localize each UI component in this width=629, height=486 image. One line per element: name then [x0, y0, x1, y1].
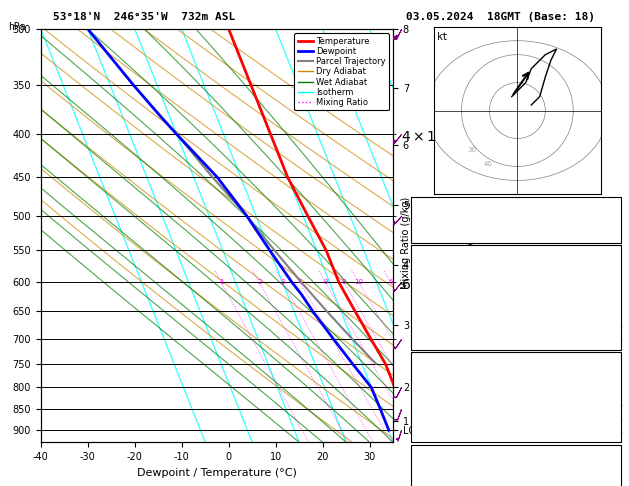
Text: 0: 0 [617, 415, 623, 425]
Text: 54: 54 [611, 478, 623, 486]
Text: 1: 1 [219, 279, 223, 285]
Text: kt: kt [437, 32, 448, 42]
Legend: Temperature, Dewpoint, Parcel Trajectory, Dry Adiabat, Wet Adiabat, Isotherm, Mi: Temperature, Dewpoint, Parcel Trajectory… [294, 34, 389, 110]
Text: 1.4: 1.4 [605, 264, 623, 274]
Text: 03.05.2024  18GMT (Base: 18): 03.05.2024 18GMT (Base: 18) [406, 12, 594, 22]
Text: CIN (J): CIN (J) [415, 337, 456, 347]
Text: 10: 10 [611, 308, 623, 318]
Text: θₑ(K): θₑ(K) [415, 293, 445, 303]
X-axis label: Dewpoint / Temperature (°C): Dewpoint / Temperature (°C) [137, 468, 297, 478]
Text: 53°18'N  246°35'W  732m ASL: 53°18'N 246°35'W 732m ASL [53, 12, 236, 22]
Text: EH: EH [415, 463, 427, 473]
Text: © weatheronline.co.uk: © weatheronline.co.uk [457, 469, 581, 479]
Text: 40: 40 [484, 161, 493, 168]
Text: 6: 6 [389, 279, 393, 285]
Text: Lifted Index: Lifted Index [415, 400, 486, 410]
Text: 16: 16 [611, 201, 623, 211]
Text: K: K [415, 201, 421, 211]
Text: Dewp (°C): Dewp (°C) [415, 278, 468, 289]
Text: 0.8: 0.8 [605, 230, 623, 240]
Text: 6: 6 [617, 400, 623, 410]
Text: Temp (°C): Temp (°C) [415, 264, 468, 274]
Text: SREH: SREH [415, 478, 438, 486]
Text: 51: 51 [611, 463, 623, 473]
Text: 0: 0 [617, 337, 623, 347]
Text: CAPE (J): CAPE (J) [415, 322, 462, 332]
Text: 9: 9 [323, 279, 328, 285]
Text: 30: 30 [467, 147, 476, 154]
Text: Totals Totals: Totals Totals [415, 215, 491, 226]
Text: 10: 10 [354, 279, 363, 285]
Text: 8: 8 [342, 279, 346, 285]
Text: Most Unstable: Most Unstable [481, 356, 557, 366]
Text: 0: 0 [617, 322, 623, 332]
Text: 0: 0 [617, 429, 623, 439]
Text: 3: 3 [281, 279, 285, 285]
Text: θₑ (K): θₑ (K) [415, 385, 450, 396]
Text: Pressure (mb): Pressure (mb) [415, 371, 491, 381]
Text: 2: 2 [257, 279, 262, 285]
Text: PW (cm): PW (cm) [415, 230, 456, 240]
Text: Lifted Index: Lifted Index [415, 308, 486, 318]
Text: hPa: hPa [8, 22, 26, 32]
Text: 4: 4 [298, 279, 302, 285]
Text: 650: 650 [605, 371, 623, 381]
Text: Mixing Ratio (g/kg): Mixing Ratio (g/kg) [401, 197, 411, 289]
Y-axis label: km
ASL: km ASL [454, 226, 476, 245]
Text: CAPE (J): CAPE (J) [415, 415, 462, 425]
Text: 291: 291 [605, 293, 623, 303]
Text: Hodograph: Hodograph [493, 449, 546, 459]
Text: CIN (J): CIN (J) [415, 429, 456, 439]
Text: 0.1: 0.1 [605, 278, 623, 289]
Text: 47: 47 [611, 215, 623, 226]
Text: 297: 297 [605, 385, 623, 396]
Text: Surface: Surface [499, 249, 540, 260]
